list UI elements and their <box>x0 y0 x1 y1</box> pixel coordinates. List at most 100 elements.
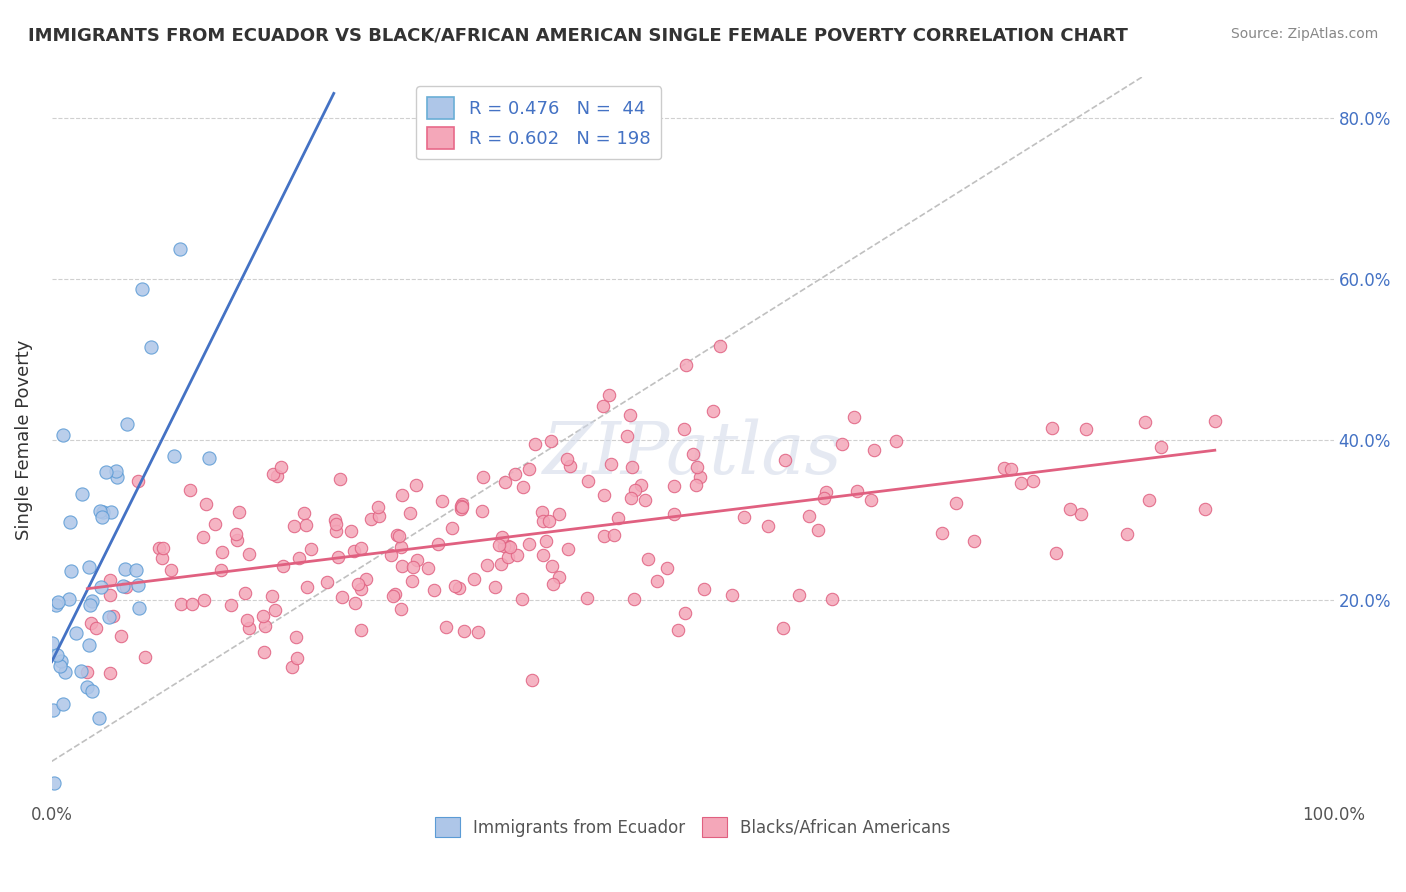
Point <box>288 550 311 565</box>
Point <box>620 491 643 505</box>
Point <box>70 487 93 501</box>
Point <box>441 521 464 535</box>
Point <box>160 564 183 578</box>
Point <box>204 516 226 531</box>
Point <box>193 592 215 607</box>
Point <box>295 580 318 594</box>
Point <box>662 507 685 521</box>
Point <box>340 524 363 538</box>
Point <box>111 579 134 593</box>
Point <box>193 530 215 544</box>
Point <box>260 589 283 603</box>
Point <box>859 492 882 507</box>
Point <box>541 577 564 591</box>
Point <box>637 551 659 566</box>
Point <box>46 595 69 609</box>
Point <box>430 494 453 508</box>
Point <box>328 549 350 564</box>
Point <box>114 562 136 576</box>
Point <box>329 472 352 486</box>
Point <box>100 665 122 680</box>
Point <box>60 565 83 579</box>
Point <box>531 506 554 520</box>
Point <box>624 483 647 498</box>
Point <box>89 504 111 518</box>
Point <box>209 564 232 578</box>
Point <box>693 582 716 596</box>
Point <box>360 511 382 525</box>
Point <box>630 478 652 492</box>
Point <box>494 475 516 490</box>
Point <box>463 572 485 586</box>
Point <box>1135 415 1157 429</box>
Point <box>105 464 128 478</box>
Point <box>536 534 558 549</box>
Point <box>598 388 620 402</box>
Point <box>1137 492 1160 507</box>
Point <box>52 427 75 442</box>
Point <box>634 493 657 508</box>
Point <box>593 529 616 543</box>
Point <box>131 282 153 296</box>
Point <box>512 480 534 494</box>
Point <box>471 470 494 484</box>
Point <box>675 359 697 373</box>
Point <box>391 487 413 501</box>
Point <box>517 537 540 551</box>
Point <box>884 434 907 449</box>
Point <box>467 624 489 639</box>
Point <box>389 602 412 616</box>
Point <box>1070 507 1092 521</box>
Point <box>82 683 104 698</box>
Point <box>98 588 121 602</box>
Point <box>842 410 865 425</box>
Point <box>283 519 305 533</box>
Point <box>721 588 744 602</box>
Point <box>127 475 149 489</box>
Point <box>489 558 512 572</box>
Point <box>41 636 63 650</box>
Point <box>557 542 579 557</box>
Point <box>506 548 529 562</box>
Point <box>382 590 405 604</box>
Point <box>813 491 835 505</box>
Point <box>356 572 378 586</box>
Point <box>179 483 201 498</box>
Point <box>496 539 519 553</box>
Point <box>281 660 304 674</box>
Point <box>117 417 139 432</box>
Point <box>152 541 174 555</box>
Point <box>127 578 149 592</box>
Point <box>94 465 117 479</box>
Point <box>1000 461 1022 475</box>
Point <box>350 541 373 555</box>
Point <box>733 510 755 524</box>
Point <box>233 586 256 600</box>
Point <box>330 590 353 604</box>
Point <box>623 592 645 607</box>
Point <box>576 475 599 489</box>
Point <box>963 533 986 548</box>
Point <box>548 507 571 521</box>
Point <box>301 541 323 556</box>
Point <box>325 524 347 538</box>
Point <box>773 452 796 467</box>
Point <box>402 559 425 574</box>
Point <box>471 504 494 518</box>
Point <box>491 530 513 544</box>
Point <box>45 598 67 612</box>
Point <box>686 460 709 475</box>
Point <box>124 563 146 577</box>
Point <box>600 457 623 471</box>
Point <box>616 429 638 443</box>
Point <box>426 537 449 551</box>
Point <box>450 500 472 514</box>
Point <box>756 519 779 533</box>
Point <box>450 502 472 516</box>
Point <box>148 541 170 555</box>
Y-axis label: Single Female Poverty: Single Female Poverty <box>15 339 32 540</box>
Text: IMMIGRANTS FROM ECUADOR VS BLACK/AFRICAN AMERICAN SINGLE FEMALE POVERTY CORRELAT: IMMIGRANTS FROM ECUADOR VS BLACK/AFRICAN… <box>28 27 1128 45</box>
Point <box>797 509 820 524</box>
Point <box>59 515 82 529</box>
Point <box>821 592 844 607</box>
